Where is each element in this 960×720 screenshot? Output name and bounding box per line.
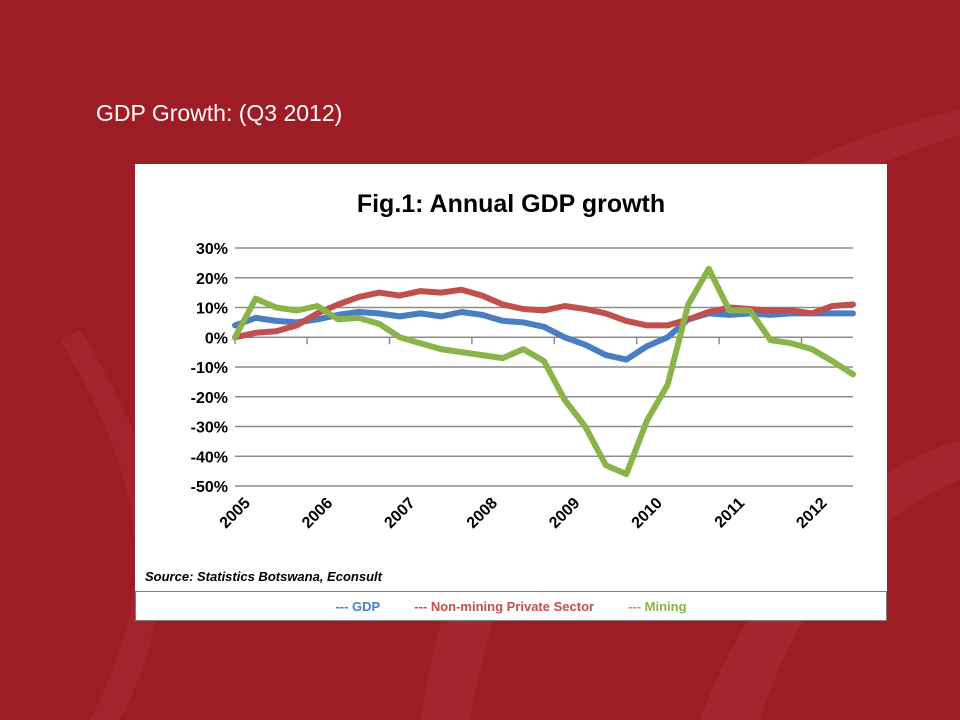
gdp-growth-chart: Fig.1: Annual GDP growth 30% 20% 10% 0% -10%… xyxy=(145,190,856,584)
x-tick-label: 2007 xyxy=(381,495,418,532)
chart-title: Fig.1: Annual GDP growth xyxy=(357,190,665,218)
x-tick-label: 2011 xyxy=(712,495,749,532)
series-line-gdp xyxy=(232,309,856,363)
x-tick-label: 2012 xyxy=(793,495,830,532)
slide-title: GDP Growth: (Q3 2012) xyxy=(96,100,343,126)
y-tick-label: -30% xyxy=(191,420,228,437)
x-tick-label: 2009 xyxy=(546,495,583,532)
y-tick-label: 20% xyxy=(196,271,228,288)
chart-legend: --- GDP --- Non-mining Private Sector --- … xyxy=(135,591,887,621)
chart-source: Source: Statistics Botswana, Econsult xyxy=(145,569,383,584)
y-tick-label: -50% xyxy=(191,479,228,496)
y-tick-label: 30% xyxy=(196,241,228,258)
y-tick-label: 10% xyxy=(196,301,228,318)
x-tick-label: 2005 xyxy=(217,495,254,532)
y-tick-label: 0% xyxy=(205,330,228,347)
y-tick-label: -40% xyxy=(191,449,228,466)
legend-item: --- Mining xyxy=(628,598,687,614)
legend-item: --- GDP xyxy=(335,598,381,614)
y-tick-label: -20% xyxy=(191,390,228,407)
x-tick-label: 2010 xyxy=(629,495,666,532)
x-tick-label: 2008 xyxy=(464,495,501,532)
y-tick-label: -10% xyxy=(191,360,228,377)
chart-card: Fig.1: Annual GDP growth 30% 20% 10% 0% -10%… xyxy=(135,164,887,591)
series-line-mining xyxy=(232,265,856,478)
x-tick-label: 2006 xyxy=(299,495,336,532)
legend-item: --- Non-mining Private Sector xyxy=(414,598,595,614)
